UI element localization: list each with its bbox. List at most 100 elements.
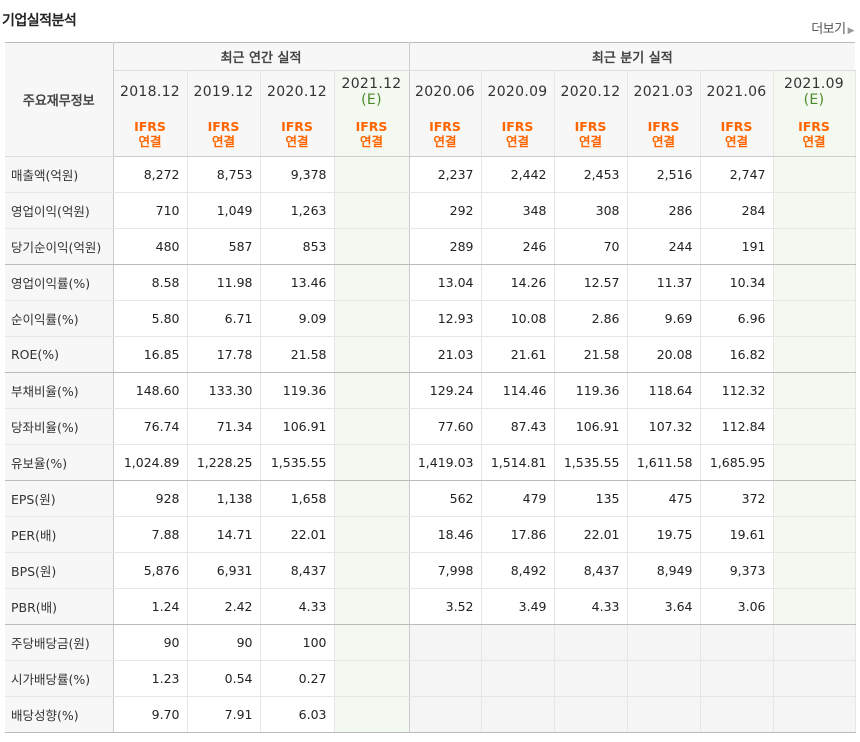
quarterly-value-cell	[409, 624, 482, 661]
annual-value-cell	[334, 660, 410, 697]
accounting-basis: IFRS 연결	[627, 112, 701, 157]
row-label: 매출액(억원)	[5, 156, 114, 193]
quarterly-value-cell: 2,453	[554, 156, 628, 193]
annual-value-cell: 7.91	[187, 696, 261, 733]
annual-value-cell: 2.42	[187, 588, 261, 625]
quarterly-value-cell: 16.82	[700, 336, 774, 373]
basis-scope: 연결	[505, 134, 529, 150]
item-header: 주요재무정보	[5, 42, 114, 157]
quarterly-value-cell: 284	[700, 192, 774, 229]
quarterly-value-cell	[554, 696, 628, 733]
period-label: 2021.12	[341, 75, 402, 92]
quarterly-value-cell: 1,419.03	[409, 444, 482, 481]
basis-standard: IFRS	[647, 119, 680, 135]
annual-value-cell	[334, 300, 410, 337]
annual-value-cell: 853	[260, 228, 335, 265]
period-label: 2021.06	[706, 83, 767, 100]
annual-value-cell: 1,263	[260, 192, 335, 229]
quarterly-value-cell: 10.34	[700, 264, 774, 301]
quarterly-value-cell: 2,516	[627, 156, 701, 193]
basis-scope: 연결	[359, 134, 383, 150]
quarterly-value-cell: 77.60	[409, 408, 482, 445]
basis-standard: IFRS	[574, 119, 607, 135]
quarterly-value-cell	[773, 228, 856, 265]
row-label: 영업이익(억원)	[5, 192, 114, 229]
annual-value-cell: 1,049	[187, 192, 261, 229]
annual-value-cell	[334, 192, 410, 229]
period-header: 2020.09	[481, 70, 555, 113]
quarterly-value-cell: 191	[700, 228, 774, 265]
period-label: 2020.12	[267, 83, 327, 100]
quarterly-value-cell: 112.32	[700, 372, 774, 409]
annual-value-cell	[334, 156, 410, 193]
quarterly-value-cell	[481, 624, 555, 661]
table-row: 유보율(%) 1,024.89 1,228.25 1,535.55 1,419.03 1,…	[5, 444, 856, 481]
table-row: 부채비율(%) 148.60 133.30 119.36 129.24 114.46 119…	[5, 372, 856, 409]
basis-standard: IFRS	[798, 119, 830, 135]
quarterly-value-cell	[773, 588, 856, 625]
quarterly-value-cell: 87.43	[481, 408, 555, 445]
quarterly-value-cell	[409, 660, 482, 697]
quarterly-value-cell: 106.91	[554, 408, 628, 445]
quarterly-value-cell: 1,514.81	[481, 444, 555, 481]
table-row: 배당성향(%) 9.70 7.91 6.03	[5, 696, 856, 733]
table-row: 당기순이익(억원) 480 587 853 289 246 70 244 191	[5, 228, 856, 265]
quarterly-value-cell: 562	[409, 480, 482, 517]
quarterly-value-cell	[481, 696, 555, 733]
period-label: 2021.03	[633, 83, 694, 100]
annual-value-cell: 8,272	[113, 156, 188, 193]
chevron-right-icon: ▶	[847, 26, 855, 36]
annual-value-cell: 17.78	[187, 336, 261, 373]
accounting-basis: IFRS 연결	[260, 112, 335, 157]
annual-value-cell: 8.58	[113, 264, 188, 301]
annual-value-cell: 13.46	[260, 264, 335, 301]
quarterly-value-cell: 348	[481, 192, 555, 229]
quarterly-value-cell: 6.96	[700, 300, 774, 337]
annual-value-cell	[334, 552, 410, 589]
quarterly-value-cell: 135	[554, 480, 628, 517]
annual-value-cell: 100	[260, 624, 335, 661]
quarterly-value-cell	[773, 696, 856, 733]
period-header: 2021.03	[627, 70, 701, 113]
quarterly-value-cell: 3.06	[700, 588, 774, 625]
quarterly-value-cell	[700, 696, 774, 733]
basis-scope: 연결	[138, 134, 162, 150]
quarterly-value-cell: 246	[481, 228, 555, 265]
annual-value-cell: 71.34	[187, 408, 261, 445]
quarterly-group-header: 최근 분기 실적	[409, 42, 856, 71]
basis-standard: IFRS	[429, 119, 461, 135]
table-row: 영업이익률(%) 8.58 11.98 13.46 13.04 14.26 12.57 11.…	[5, 264, 856, 301]
quarterly-value-cell: 2.86	[554, 300, 628, 337]
quarterly-value-cell: 119.36	[554, 372, 628, 409]
more-link[interactable]: 더보기 ▶	[811, 18, 854, 37]
accounting-basis: IFRS 연결	[700, 112, 774, 157]
quarterly-value-cell: 7,998	[409, 552, 482, 589]
annual-value-cell: 9.70	[113, 696, 188, 733]
quarterly-value-cell: 289	[409, 228, 482, 265]
annual-value-cell: 21.58	[260, 336, 335, 373]
basis-standard: IFRS	[281, 119, 313, 135]
row-label: 순이익률(%)	[5, 300, 114, 337]
table-row: ROE(%) 16.85 17.78 21.58 21.03 21.61 21.58 20.0…	[5, 336, 856, 373]
quarterly-value-cell: 18.46	[409, 516, 482, 553]
basis-scope: 연결	[724, 134, 748, 150]
annual-value-cell	[334, 264, 410, 301]
accounting-basis: IFRS 연결	[409, 112, 482, 157]
annual-value-cell: 119.36	[260, 372, 335, 409]
quarterly-value-cell: 244	[627, 228, 701, 265]
quarterly-value-cell: 292	[409, 192, 482, 229]
more-link-label: 더보기	[811, 22, 846, 37]
accounting-basis: IFRS 연결	[773, 112, 856, 157]
basis-scope: 연결	[433, 134, 457, 150]
period-header: 2020.06	[409, 70, 482, 113]
annual-value-cell: 710	[113, 192, 188, 229]
quarterly-value-cell: 70	[554, 228, 628, 265]
annual-value-cell: 1,024.89	[113, 444, 188, 481]
period-label: 2020.12	[560, 83, 621, 100]
quarterly-value-cell	[773, 156, 856, 193]
basis-standard: IFRS	[355, 119, 388, 135]
quarterly-value-cell: 9.69	[627, 300, 701, 337]
annual-value-cell	[334, 696, 410, 733]
row-label: PBR(배)	[5, 588, 114, 625]
quarterly-value-cell	[773, 372, 856, 409]
